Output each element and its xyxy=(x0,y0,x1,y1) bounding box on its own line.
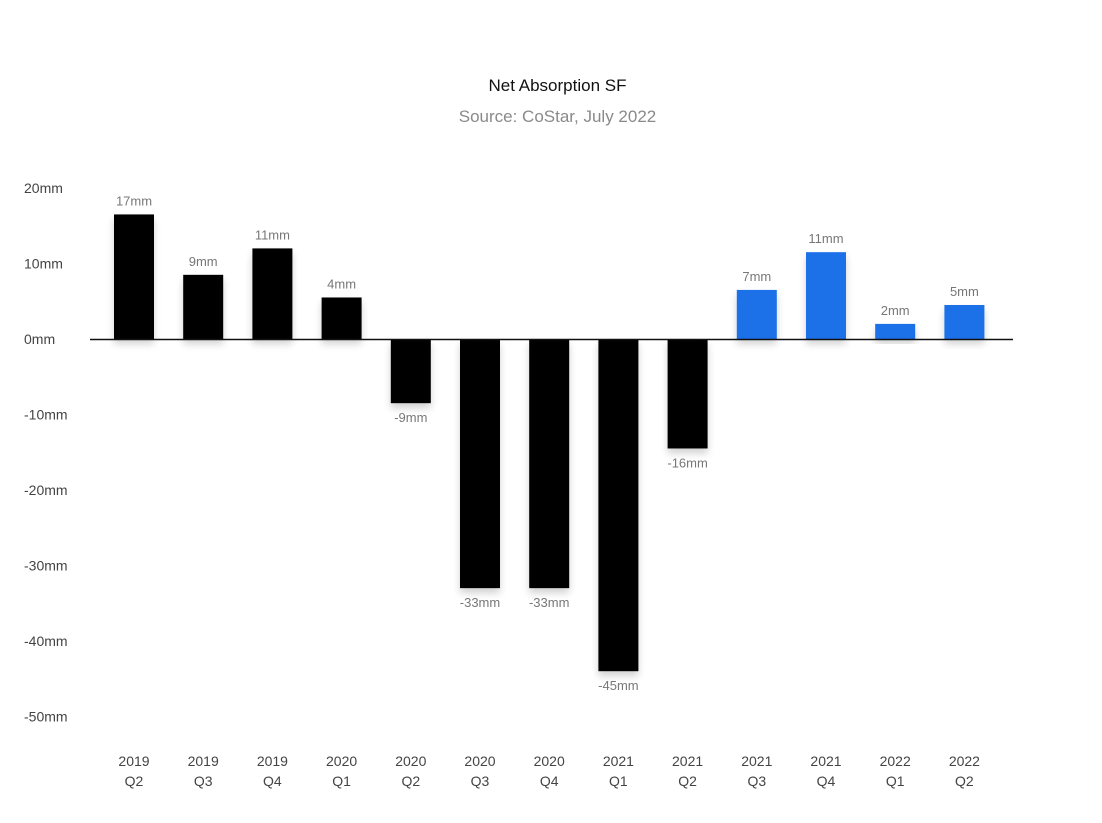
data-label: 9mm xyxy=(189,254,218,269)
x-tick-label-year: 2019 xyxy=(257,753,288,769)
data-label: -33mm xyxy=(529,595,569,610)
x-tick-label-quarter: Q2 xyxy=(401,773,420,789)
x-tick-label-quarter: Q4 xyxy=(263,773,282,789)
bar xyxy=(736,289,777,339)
x-tick-label-quarter: Q2 xyxy=(955,773,974,789)
x-tick-label-year: 2021 xyxy=(672,753,703,769)
x-tick-label-year: 2020 xyxy=(534,753,565,769)
data-label: -45mm xyxy=(598,678,638,693)
bar xyxy=(252,248,293,339)
x-tick-label-quarter: Q3 xyxy=(471,773,490,789)
x-tick-label-year: 2020 xyxy=(395,753,426,769)
x-tick-label-year: 2022 xyxy=(949,753,980,769)
x-tick-label-quarter: Q3 xyxy=(747,773,766,789)
data-label: -16mm xyxy=(667,455,707,470)
x-tick-label-quarter: Q2 xyxy=(678,773,697,789)
data-label: 11mm xyxy=(255,227,290,242)
y-tick-label: 0mm xyxy=(24,331,55,347)
bar xyxy=(183,274,224,339)
data-label: 5mm xyxy=(950,284,979,299)
x-tick-label-year: 2019 xyxy=(118,753,149,769)
y-tick-label: -50mm xyxy=(24,709,68,725)
x-tick-label-quarter: Q2 xyxy=(125,773,144,789)
y-tick-label: 20mm xyxy=(24,180,63,196)
bar xyxy=(875,323,916,339)
x-tick-label-quarter: Q1 xyxy=(609,773,628,789)
x-tick-label-year: 2021 xyxy=(603,753,634,769)
x-tick-label-year: 2021 xyxy=(810,753,841,769)
bar xyxy=(598,339,639,672)
x-tick-label-quarter: Q1 xyxy=(886,773,905,789)
y-tick-label: -40mm xyxy=(24,633,68,649)
x-tick-label-quarter: Q1 xyxy=(332,773,351,789)
x-tick-label-year: 2022 xyxy=(880,753,911,769)
x-tick-label-year: 2020 xyxy=(464,753,495,769)
x-tick-label-quarter: Q4 xyxy=(540,773,559,789)
y-tick-label: -10mm xyxy=(24,407,68,423)
data-label: 2mm xyxy=(881,303,910,318)
data-label: -9mm xyxy=(394,410,427,425)
data-label: 11mm xyxy=(808,231,843,246)
data-label: 4mm xyxy=(327,276,356,291)
bar xyxy=(806,252,846,339)
bar xyxy=(114,214,154,339)
y-tick-label: 10mm xyxy=(24,256,63,272)
y-tick-label: -20mm xyxy=(24,482,68,498)
chart-subtitle: Source: CoStar, July 2022 xyxy=(458,107,657,126)
x-tick-label-year: 2020 xyxy=(326,753,357,769)
data-label: 17mm xyxy=(116,193,152,208)
data-label: 7mm xyxy=(742,269,771,284)
bar xyxy=(667,339,708,449)
x-tick-label-quarter: Q4 xyxy=(817,773,836,789)
bar xyxy=(321,297,362,339)
x-tick-label-year: 2019 xyxy=(188,753,219,769)
bar xyxy=(460,339,500,589)
chart-title: Net Absorption SF xyxy=(488,76,627,95)
bar xyxy=(529,339,570,589)
x-tick-label-year: 2021 xyxy=(741,753,772,769)
bar xyxy=(944,305,985,339)
x-tick-label-quarter: Q3 xyxy=(194,773,213,789)
bar xyxy=(390,339,431,404)
data-label: -33mm xyxy=(460,595,500,610)
y-tick-label: -30mm xyxy=(24,558,68,574)
